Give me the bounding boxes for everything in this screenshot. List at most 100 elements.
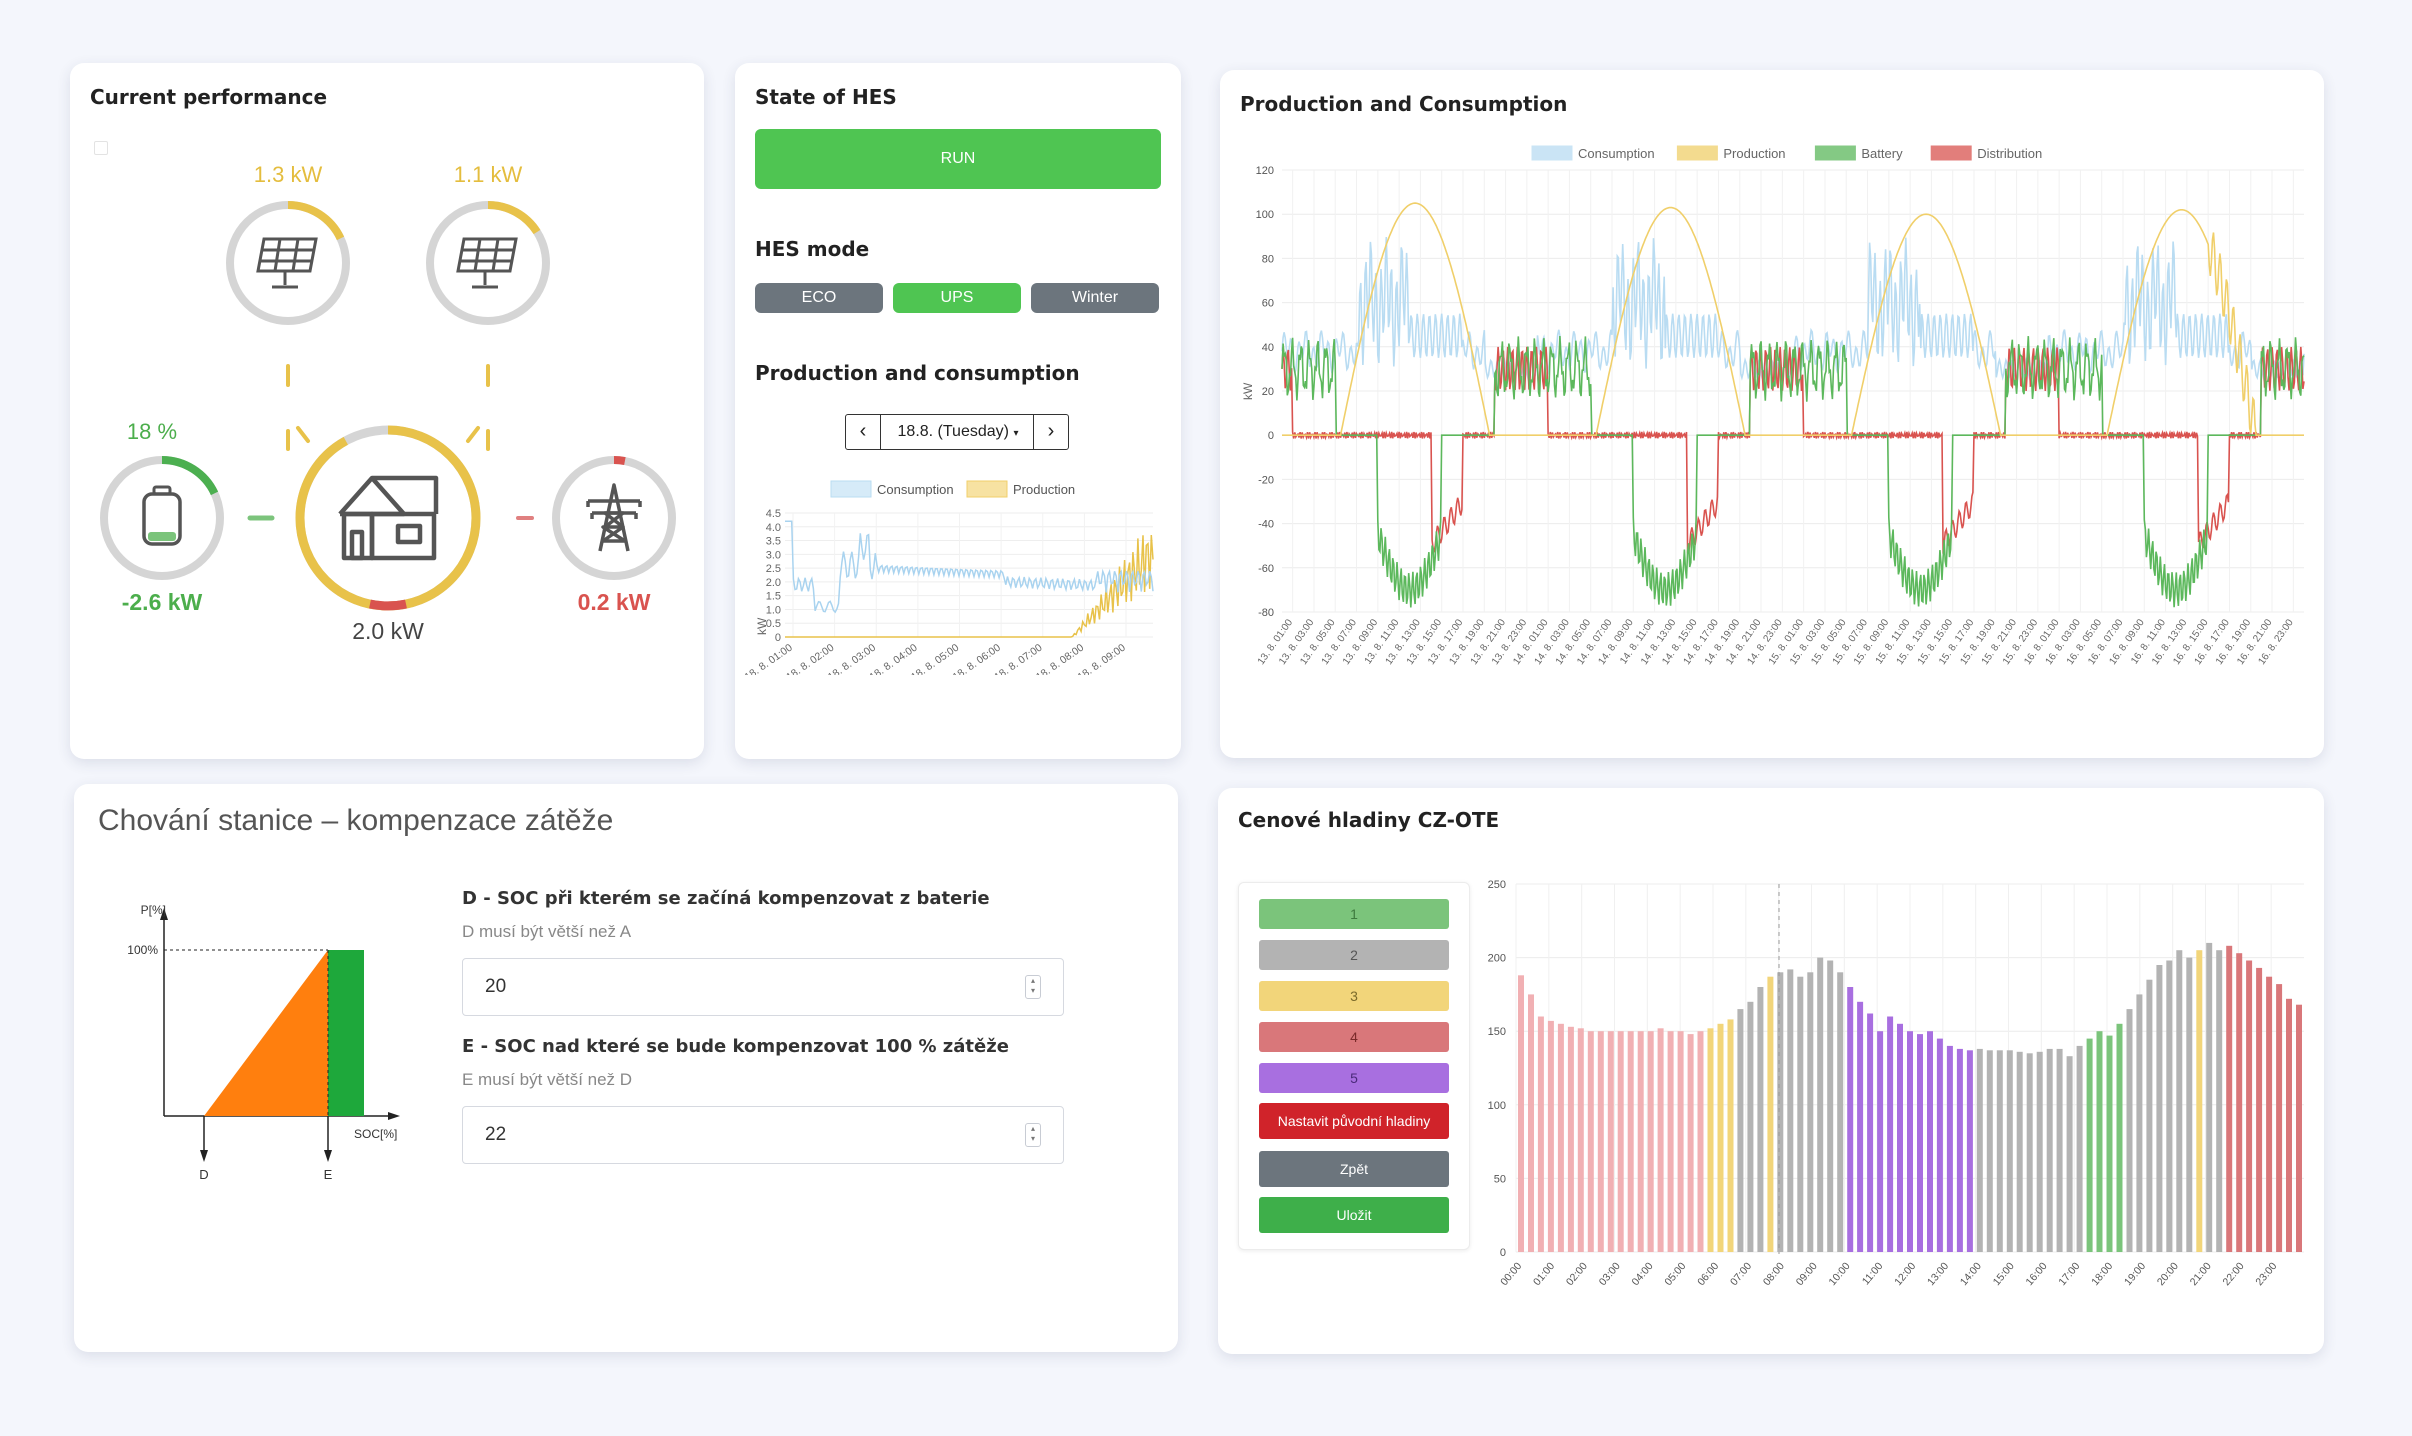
compensation-diagram: P[%] 100% SOC[%] D E xyxy=(127,903,400,1182)
price-bar xyxy=(1897,1023,1903,1252)
bar-y-tick: 150 xyxy=(1488,1026,1506,1038)
date-selector: ‹ 18.8. (Tuesday) ▾ › xyxy=(845,414,1069,450)
price-bar xyxy=(2006,1050,2013,1252)
price-bar xyxy=(2126,1009,2133,1252)
big-chart-title: Production and Consumption xyxy=(1240,92,1568,116)
hes-mode-title: HES mode xyxy=(755,237,870,261)
bar-x-tick: 00:00 xyxy=(1498,1260,1524,1288)
price-bar xyxy=(2146,979,2153,1252)
level-buttons-panel: 1 2 3 4 5 Nastavit původní hladiny Zpět … xyxy=(1238,882,1470,1250)
back-button[interactable]: Zpět xyxy=(1259,1151,1449,1187)
card-menu-icon[interactable] xyxy=(94,141,108,155)
field-e-input[interactable]: 22 ▴ ▾ xyxy=(462,1106,1064,1164)
diagram-y-tick: 100% xyxy=(127,943,158,957)
house-icon xyxy=(338,475,439,561)
diagram-y-axis-label: P[%] xyxy=(141,903,166,917)
battery-power: -2.6 kW xyxy=(121,589,203,615)
grid-power: 0.2 kW xyxy=(577,589,651,615)
battery-soc: 18 % xyxy=(126,419,178,444)
mode-winter-button[interactable]: Winter xyxy=(1031,283,1159,313)
price-levels-card: Cenové hladiny CZ-OTE 1 2 3 4 5 Nastavit… xyxy=(1218,788,2324,1354)
bar-x-tick: 08:00 xyxy=(1761,1260,1787,1288)
level-5-button[interactable]: 5 xyxy=(1259,1063,1449,1093)
price-bar xyxy=(1577,1028,1584,1252)
run-state-button[interactable]: RUN xyxy=(755,129,1161,189)
mini-y-tick: 3.5 xyxy=(766,536,781,548)
price-bar xyxy=(1986,1050,1993,1252)
bar-x-tick: 07:00 xyxy=(1728,1260,1754,1288)
price-bar xyxy=(1807,972,1814,1252)
price-bar xyxy=(2066,1056,2073,1252)
date-next-button[interactable]: › xyxy=(1033,415,1068,449)
price-bar xyxy=(1956,1048,1963,1252)
price-bar xyxy=(1528,994,1534,1252)
price-bar xyxy=(1917,1034,1923,1252)
level-4-button[interactable]: 4 xyxy=(1259,1022,1449,1052)
production-consumption-title: Production and consumption xyxy=(755,361,1080,385)
power-tower-icon xyxy=(586,483,642,552)
big-y-tick: -60 xyxy=(1258,563,1274,575)
price-bar xyxy=(1857,1001,1864,1252)
mini-x-tick: 18. 8. 09:00 xyxy=(1075,642,1127,675)
big-chart-legend: Consumption Production Battery Distribution xyxy=(1531,145,2042,161)
date-dropdown[interactable]: 18.8. (Tuesday) ▾ xyxy=(881,415,1035,449)
legend-swatch xyxy=(1814,145,1856,161)
save-button[interactable]: Uložit xyxy=(1259,1197,1449,1233)
solar-panel-icon xyxy=(256,237,318,289)
price-bar xyxy=(1887,1016,1894,1252)
big-y-tick: 120 xyxy=(1256,165,1274,177)
mode-eco-button[interactable]: ECO xyxy=(755,283,883,313)
bar-y-tick: 50 xyxy=(1494,1173,1506,1185)
price-bar xyxy=(1667,1031,1674,1252)
consumption-series-line xyxy=(785,520,1154,614)
bar-y-tick: 100 xyxy=(1488,1100,1506,1112)
mini-y-tick: 1.5 xyxy=(766,591,781,603)
bar-x-tick: 05:00 xyxy=(1662,1260,1688,1288)
bar-x-tick: 19:00 xyxy=(2122,1260,2148,1288)
field-e-label: E - SOC nad které se bude kompenzovat 10… xyxy=(462,1036,1009,1057)
price-levels-chart: 250 200 150 100 50 0 00:00 01:00 02:00 03:00 04:0… xyxy=(1488,879,2304,1288)
bar-x-tick: 13:00 xyxy=(1925,1260,1951,1288)
field-e-stepper[interactable]: ▴ ▾ xyxy=(1025,1123,1041,1147)
price-bar xyxy=(2226,945,2233,1252)
reset-levels-button[interactable]: Nastavit původní hladiny xyxy=(1259,1103,1449,1139)
big-y-tick: 20 xyxy=(1262,386,1274,398)
legend-swatch xyxy=(1676,145,1718,161)
price-bar xyxy=(2086,1038,2093,1252)
price-bar xyxy=(1687,1034,1694,1252)
production-consumption-card: Production and Consumption Consumption Pr… xyxy=(1220,70,2324,758)
hes-state-card: State of HES RUN HES mode ECO UPS Winter… xyxy=(735,63,1181,759)
bar-x-tick: 18:00 xyxy=(2089,1260,2115,1288)
bar-y-tick: 250 xyxy=(1488,879,1506,891)
mini-x-tick: 18. 8. 03:00 xyxy=(826,642,878,675)
price-bar xyxy=(1737,1009,1744,1252)
solar-panel-icon xyxy=(456,237,518,289)
price-bar xyxy=(2106,1035,2113,1252)
bar-x-tick: 23:00 xyxy=(2253,1260,2279,1288)
full-compensation-area xyxy=(328,950,364,1116)
mini-y-tick: 2.5 xyxy=(766,563,781,575)
mini-x-tick: 18. 8. 01:00 xyxy=(742,642,794,675)
price-bar xyxy=(2036,1051,2043,1252)
price-bar xyxy=(1717,1023,1724,1252)
field-d-input[interactable]: 20 ▴ ▾ xyxy=(462,958,1064,1016)
field-d-stepper[interactable]: ▴ ▾ xyxy=(1025,975,1041,999)
price-bar xyxy=(1518,975,1524,1252)
price-bar xyxy=(2016,1051,2023,1252)
mini-x-tick: 18. 8. 04:00 xyxy=(867,642,919,675)
level-2-button[interactable]: 2 xyxy=(1259,940,1449,970)
level-3-button[interactable]: 3 xyxy=(1259,981,1449,1011)
legend-label: Distribution xyxy=(1977,146,2042,161)
mini-y-tick: 0 xyxy=(775,632,781,644)
battery-icon xyxy=(142,485,182,546)
date-prev-button[interactable]: ‹ xyxy=(846,415,881,449)
level-1-button[interactable]: 1 xyxy=(1259,899,1449,929)
bar-x-tick: 21:00 xyxy=(2188,1260,2214,1288)
mini-y-tick: 4.0 xyxy=(766,522,781,534)
energy-flow-diagram xyxy=(100,201,676,611)
big-y-tick: 40 xyxy=(1262,342,1274,354)
mode-ups-button[interactable]: UPS xyxy=(893,283,1021,313)
series-line-production xyxy=(1282,202,2304,436)
price-bar xyxy=(1927,1031,1933,1252)
price-bar xyxy=(2256,967,2263,1252)
